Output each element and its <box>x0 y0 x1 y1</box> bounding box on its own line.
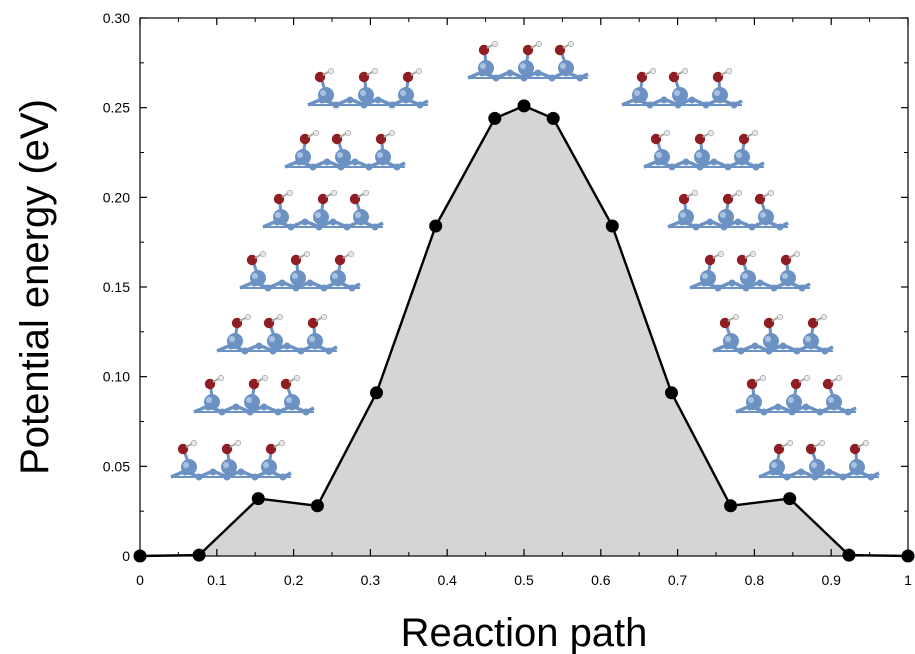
data-point-6 <box>488 111 502 125</box>
molecule-inset <box>621 67 743 109</box>
molecule-inset <box>284 129 406 171</box>
y-tick-label: 0.15 <box>103 279 130 295</box>
data-point-3 <box>310 499 324 513</box>
molecule-inset <box>239 250 361 292</box>
x-tick-label: 0.9 <box>821 572 841 588</box>
molecule-inset <box>735 374 857 416</box>
x-tick-label: 1 <box>904 572 912 588</box>
data-point-9 <box>605 219 619 233</box>
molecule-inset <box>712 313 834 355</box>
y-tick-label: 0.20 <box>103 189 130 205</box>
data-point-13 <box>842 548 856 562</box>
data-point-1 <box>192 548 206 562</box>
x-tick-label: 0.1 <box>207 572 227 588</box>
data-point-11 <box>724 499 738 513</box>
molecule-inset <box>643 129 765 171</box>
molecule-inset <box>467 40 589 82</box>
x-tick-label: 0.5 <box>514 572 534 588</box>
data-point-2 <box>251 492 265 506</box>
molecule-inset <box>170 439 292 481</box>
y-tick-label: 0.25 <box>103 100 130 116</box>
y-axis-ticks: 0 0.05 0.10 0.15 0.20 0.25 0.30 <box>103 10 908 564</box>
molecule-inset <box>216 313 338 355</box>
y-tick-label: 0.30 <box>103 10 130 26</box>
molecule-insets <box>170 40 880 481</box>
molecule-inset <box>758 439 880 481</box>
y-axis-title: Potential energy (eV) <box>13 99 57 475</box>
molecule-inset <box>307 67 429 109</box>
y-tick-label: 0 <box>122 548 130 564</box>
x-axis-title: Reaction path <box>401 611 648 654</box>
data-point-8 <box>546 111 560 125</box>
data-point-10 <box>665 386 678 400</box>
data-point-4 <box>370 386 383 400</box>
x-tick-label: 0.4 <box>437 572 457 588</box>
x-tick-label: 0.6 <box>591 572 611 588</box>
x-tick-label: 0.3 <box>361 572 381 588</box>
molecule-inset <box>262 189 384 231</box>
y-tick-label: 0.05 <box>103 458 130 474</box>
data-point-12 <box>783 492 797 506</box>
x-tick-label: 0.7 <box>668 572 688 588</box>
molecule-inset <box>193 374 315 416</box>
energy-area-fill <box>140 105 908 557</box>
data-point-5 <box>429 219 443 233</box>
area-fill <box>140 105 908 557</box>
x-tick-label: 0.8 <box>745 572 765 588</box>
x-tick-label: 0 <box>136 572 144 588</box>
data-points <box>133 99 915 563</box>
x-tick-label: 0.2 <box>284 572 304 588</box>
molecule-inset <box>667 189 789 231</box>
y-tick-label: 0.10 <box>103 369 130 385</box>
molecule-inset <box>689 250 811 292</box>
data-point-7 <box>517 99 531 113</box>
x-axis-ticks: 0 0.1 0.2 0.3 0.4 0.5 0.6 0.7 0.8 0.9 1 <box>136 18 912 588</box>
